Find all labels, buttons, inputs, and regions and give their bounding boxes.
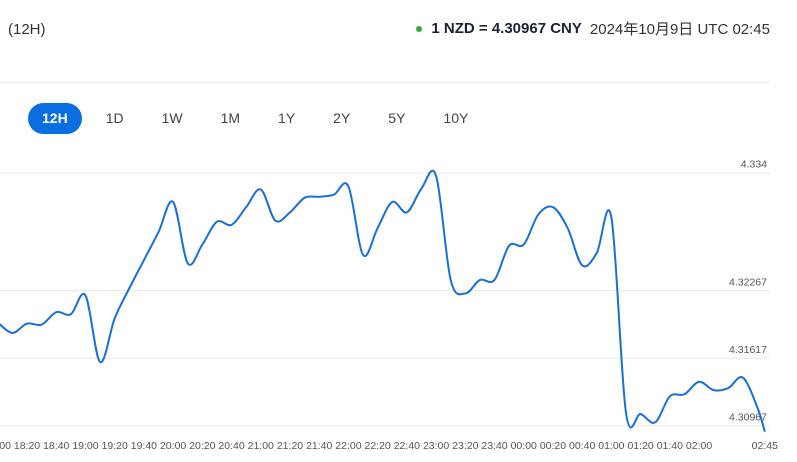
x-tick-label: 00:20 xyxy=(540,440,566,452)
timestamp: 2024年10月9日 UTC 02:45 xyxy=(589,21,770,38)
divider xyxy=(0,82,770,83)
range-button[interactable]: 12H xyxy=(28,103,82,134)
x-tick-label: 23:00 xyxy=(423,440,449,452)
range-button[interactable]: 1M xyxy=(220,110,241,126)
y-tick-label: 4.30967 xyxy=(729,412,767,424)
range-button[interactable]: 2Y xyxy=(333,110,351,126)
x-tick-label: 19:40 xyxy=(131,440,157,452)
y-tick-label: 4.32267 xyxy=(729,276,767,288)
x-tick-label: 01:20 xyxy=(627,440,653,452)
rate-line xyxy=(0,169,766,432)
x-tick-label: 22:20 xyxy=(365,440,391,452)
x-tick-label: 19:00 xyxy=(72,440,98,452)
x-tick-label: 20:00 xyxy=(160,440,186,452)
x-tick-label: 01:00 xyxy=(598,440,624,452)
x-tick-label: 00:00 xyxy=(511,440,537,452)
y-tick-label: 4.31617 xyxy=(729,344,767,356)
x-tick-label: 21:00 xyxy=(248,440,274,452)
x-tick-label: 22:00 xyxy=(335,440,361,452)
x-tick-label: 01:40 xyxy=(657,440,683,452)
x-tick-label: 19:20 xyxy=(102,440,128,452)
range-buttons: 12H 1D 1W 1M 1Y 2Y 5Y 10Y xyxy=(28,103,492,134)
x-tick-label: 18:40 xyxy=(43,440,69,452)
rate-header: 1 NZD = 4.30967 CNY 2024年10月9日 UTC 02:45 xyxy=(416,18,770,39)
range-button[interactable]: 10Y xyxy=(443,110,469,126)
x-tick-label: 21:20 xyxy=(277,440,303,452)
chart-period: (12H) xyxy=(8,21,46,38)
x-tick-label: 20:40 xyxy=(218,440,244,452)
range-button[interactable]: 1D xyxy=(105,110,124,126)
x-tick-label: 00:40 xyxy=(569,440,595,452)
range-button[interactable]: 5Y xyxy=(388,110,406,126)
y-tick-label: 4.334 xyxy=(741,159,767,171)
x-tick-label: 23:20 xyxy=(452,440,478,452)
range-button[interactable]: 1Y xyxy=(278,110,296,126)
x-tick-label: 20:20 xyxy=(189,440,215,452)
live-dot xyxy=(416,25,423,32)
x-tick-label: 02:00 xyxy=(686,440,712,452)
x-tick-label: 18:00 xyxy=(0,440,11,452)
x-tick-label: 22:40 xyxy=(394,440,420,452)
rate: 1 NZD = 4.30967 CNY xyxy=(431,20,582,37)
x-tick-label: 21:40 xyxy=(306,440,332,452)
range-button[interactable]: 1W xyxy=(161,110,183,126)
x-tick-label: 18:20 xyxy=(14,440,40,452)
x-tick-label: 02:45 xyxy=(752,440,778,452)
x-tick-label: 23:40 xyxy=(481,440,507,452)
